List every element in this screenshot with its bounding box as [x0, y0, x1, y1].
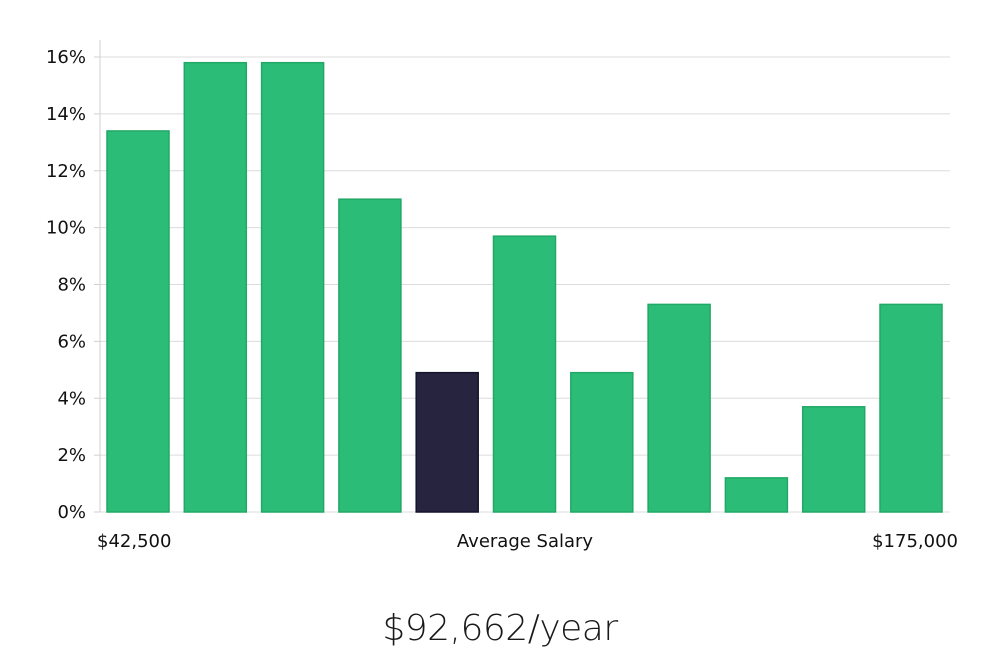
y-tick-label: 16% [46, 47, 86, 68]
y-tick-labels: 0% 2% 4% 6% 8% 10% 12% 14% 16% [46, 47, 100, 523]
bar [570, 371, 634, 513]
bar [801, 406, 866, 513]
bar [492, 235, 557, 513]
bar [106, 130, 170, 513]
average-salary-value: $92,662/year [382, 608, 618, 649]
y-tick-label: 8% [57, 275, 86, 296]
salary-histogram: 0% 2% 4% 6% 8% 10% 12% 14% 16% $42,500 Average S… [46, 40, 958, 552]
bar [647, 303, 711, 513]
y-tick-label: 0% [57, 502, 86, 523]
bar [724, 477, 789, 513]
bar [879, 303, 943, 513]
x-start-label: $42,500 [97, 531, 171, 552]
y-tick-label: 10% [46, 218, 86, 239]
bar [260, 61, 325, 513]
bar [183, 61, 248, 513]
y-tick-label: 14% [46, 104, 86, 125]
bar-highlight [415, 371, 479, 513]
y-tick-label: 2% [57, 445, 86, 466]
y-tick-label: 4% [57, 388, 86, 409]
bars [106, 61, 943, 513]
bar [338, 198, 402, 513]
y-tick-label: 6% [57, 331, 86, 352]
x-end-label: $175,000 [872, 531, 958, 552]
x-axis-title: Average Salary [457, 531, 594, 552]
y-tick-label: 12% [46, 161, 86, 182]
